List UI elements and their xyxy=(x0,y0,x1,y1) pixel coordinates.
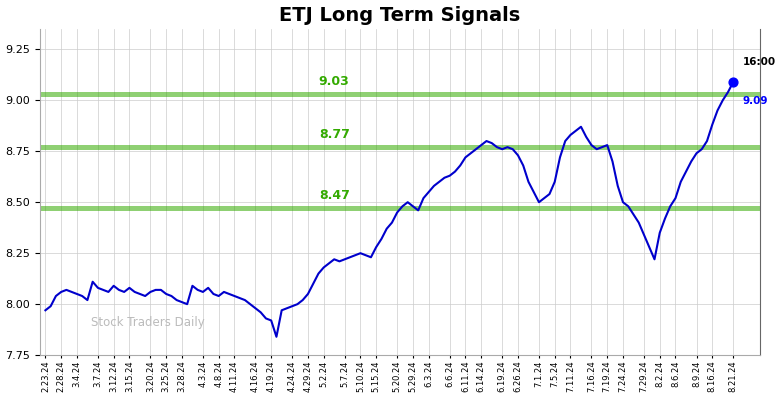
Bar xyxy=(40,92,760,97)
Text: 9.03: 9.03 xyxy=(319,75,350,88)
Text: 9.09: 9.09 xyxy=(742,96,768,106)
Text: 8.77: 8.77 xyxy=(319,128,350,141)
Bar xyxy=(40,144,760,150)
Bar xyxy=(40,206,760,211)
Text: 16:00: 16:00 xyxy=(742,57,776,66)
Point xyxy=(727,79,739,85)
Text: 8.47: 8.47 xyxy=(319,189,350,202)
Title: ETJ Long Term Signals: ETJ Long Term Signals xyxy=(279,6,521,25)
Text: Stock Traders Daily: Stock Traders Daily xyxy=(90,316,205,329)
